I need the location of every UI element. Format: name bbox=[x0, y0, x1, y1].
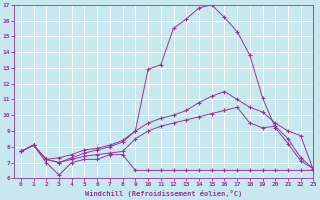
X-axis label: Windchill (Refroidissement éolien,°C): Windchill (Refroidissement éolien,°C) bbox=[85, 190, 243, 197]
